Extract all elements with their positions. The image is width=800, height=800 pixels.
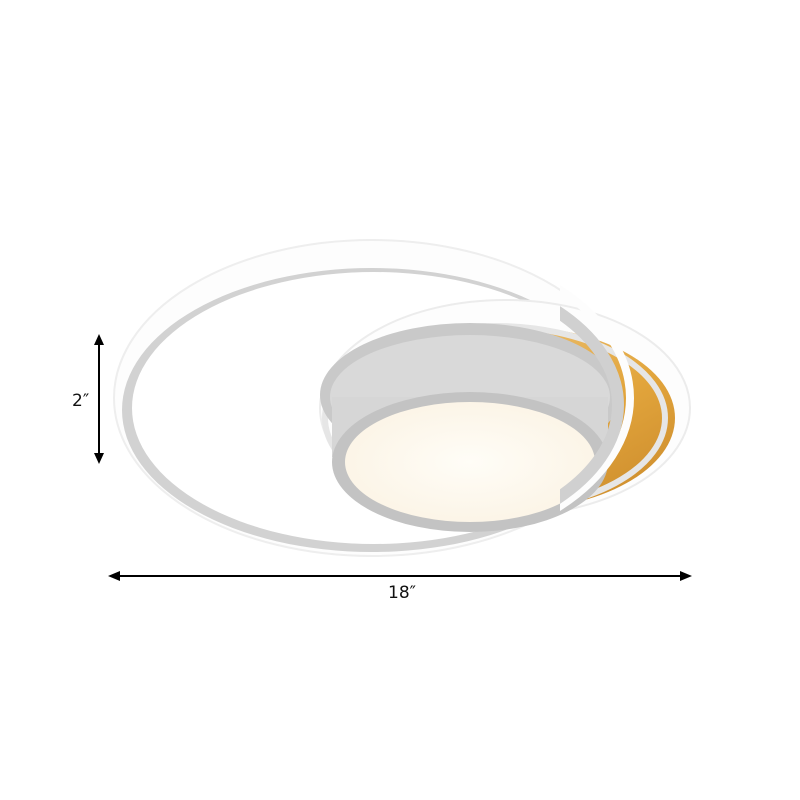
height-dimension-arrow xyxy=(94,334,104,464)
light-panel xyxy=(345,402,595,522)
height-label: 2″ xyxy=(72,391,90,411)
light-cylinder xyxy=(320,323,620,532)
large-ring-front-arc xyxy=(560,285,634,511)
width-label: 18″ xyxy=(388,583,416,603)
width-dimension-arrow xyxy=(108,571,692,581)
